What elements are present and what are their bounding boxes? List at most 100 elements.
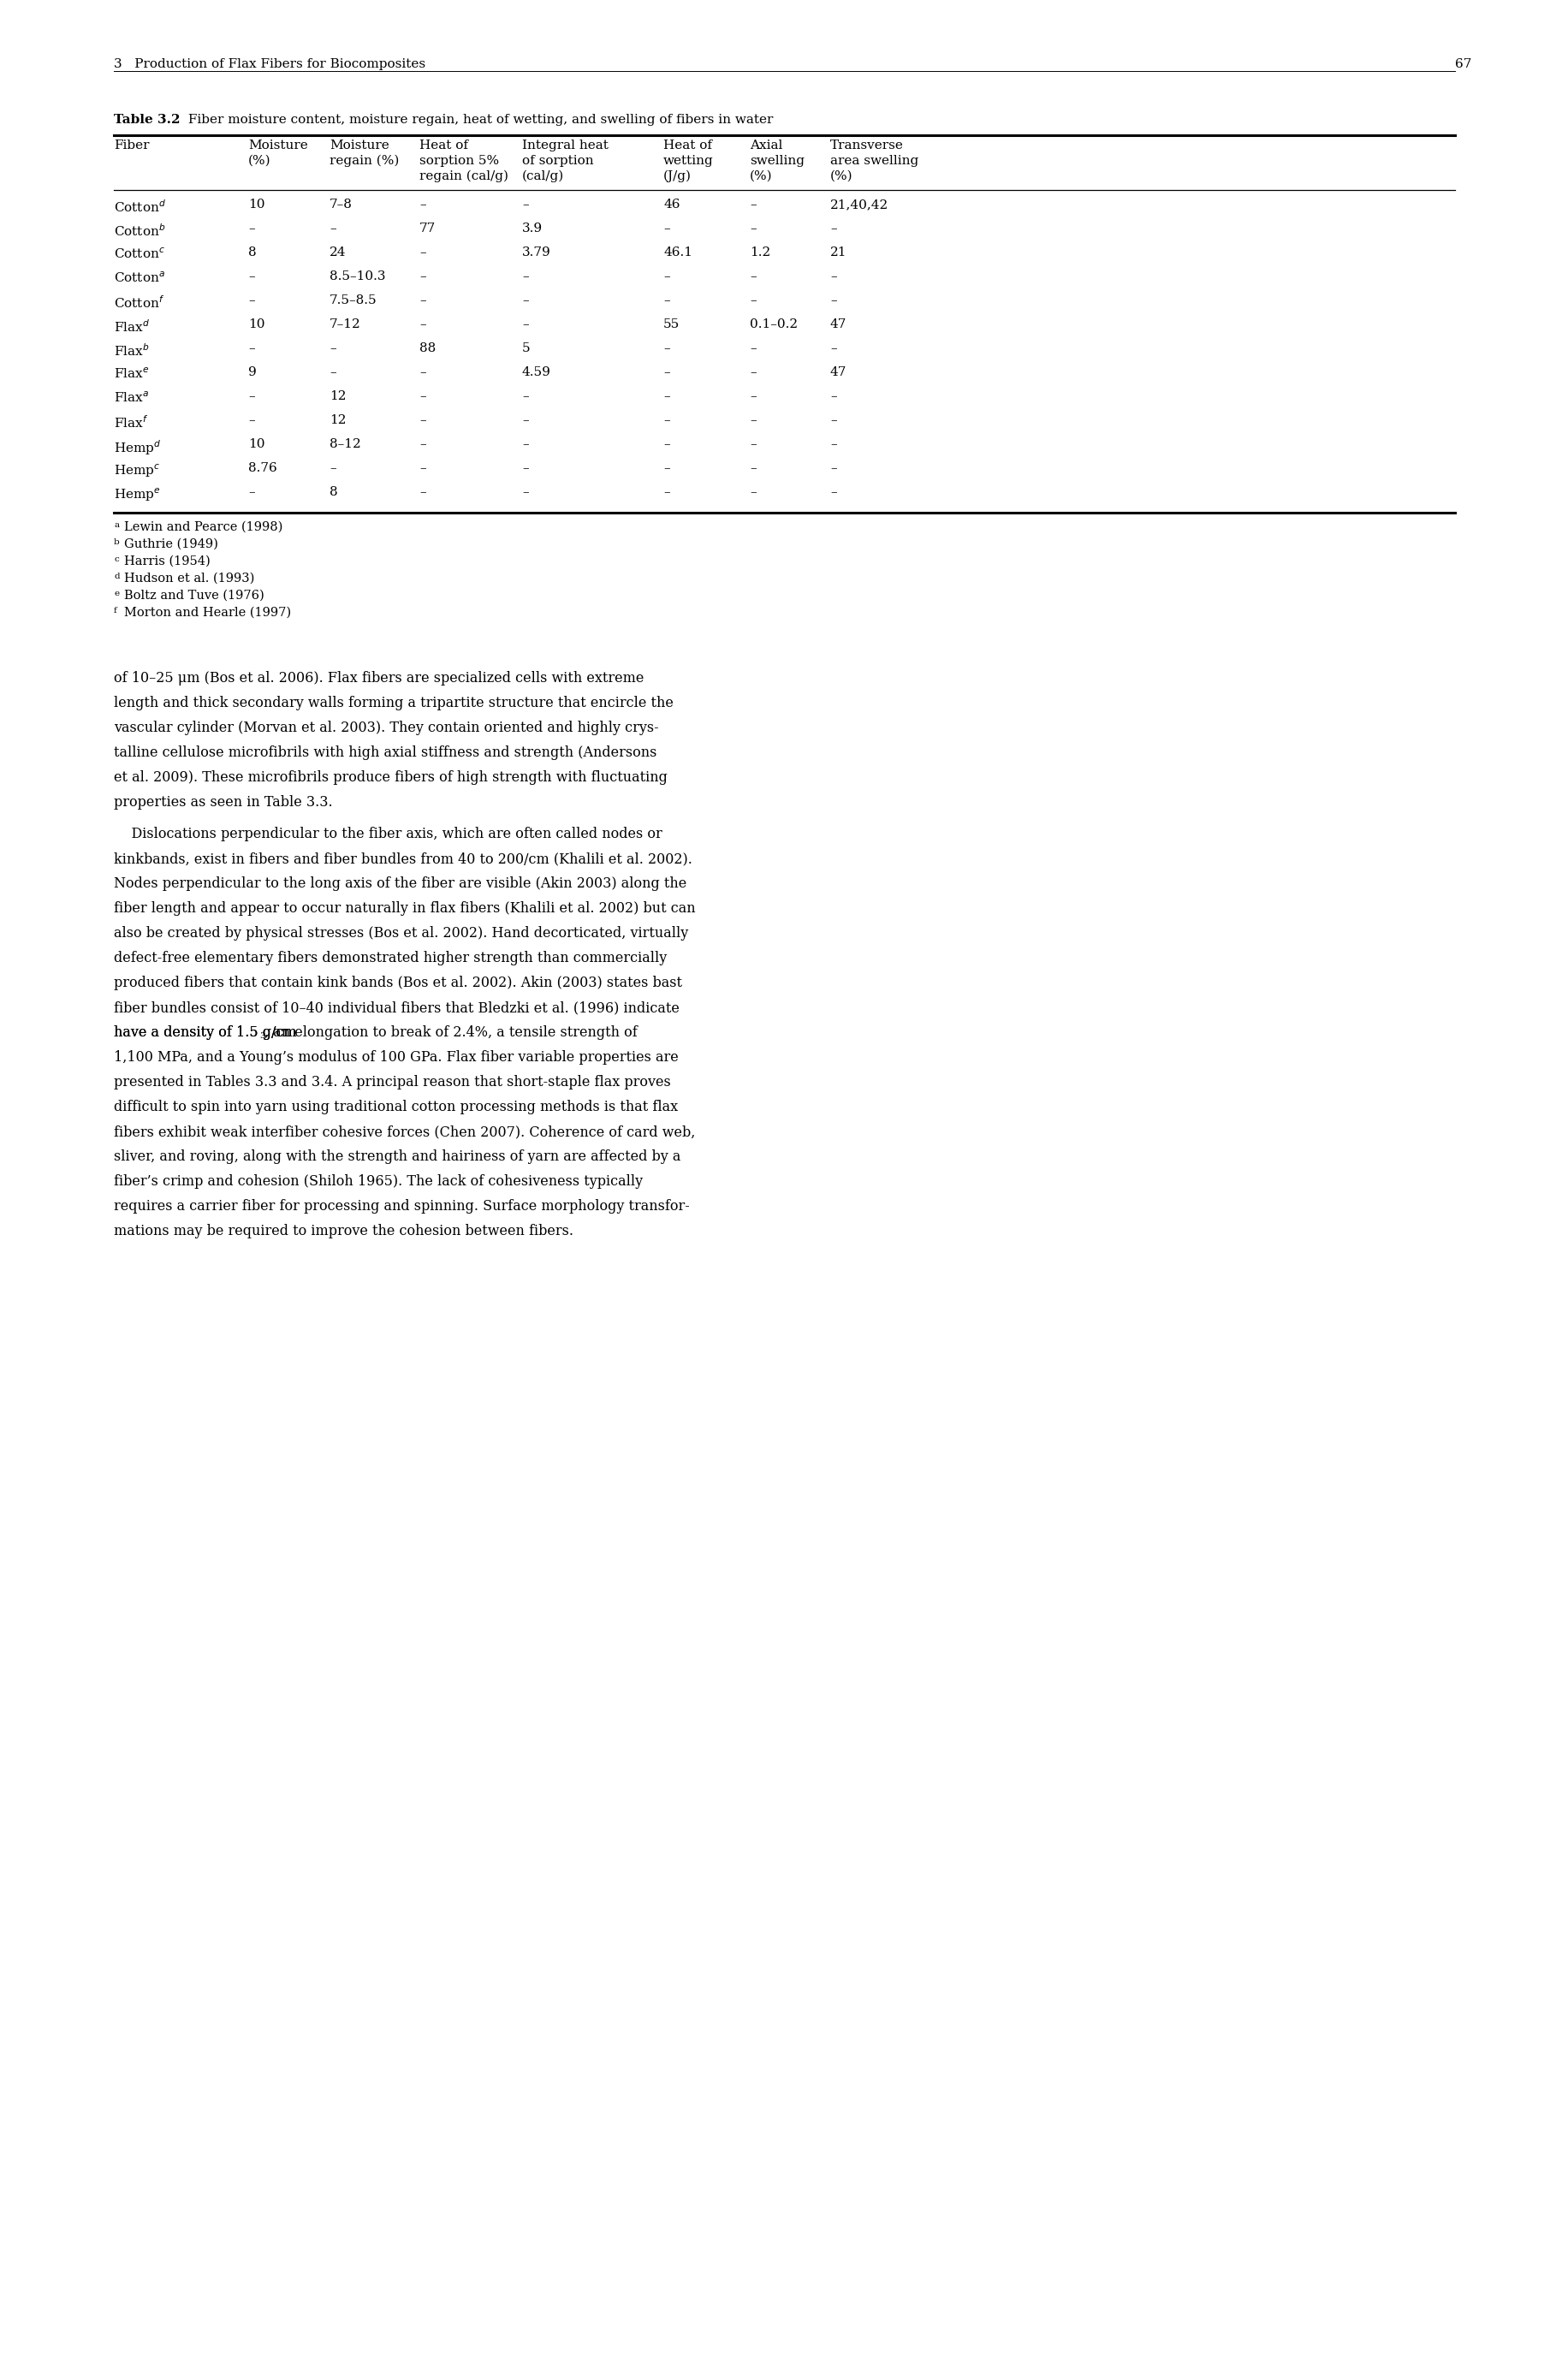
Text: –: –: [522, 271, 528, 283]
Text: –: –: [829, 342, 837, 354]
Text: –: –: [248, 223, 254, 235]
Text: of sorption: of sorption: [522, 154, 594, 166]
Text: 8.5–10.3: 8.5–10.3: [329, 271, 386, 283]
Text: Moisture: Moisture: [248, 140, 307, 152]
Text: , an elongation to break of 2.4%, a tensile strength of: , an elongation to break of 2.4%, a tens…: [265, 1026, 637, 1040]
Text: Lewin and Pearce (1998): Lewin and Pearce (1998): [124, 520, 282, 534]
Text: 3: 3: [260, 1033, 265, 1040]
Text: fibers exhibit weak interfiber cohesive forces (Chen 2007). Coherence of card we: fibers exhibit weak interfiber cohesive …: [114, 1126, 695, 1140]
Text: talline cellulose microfibrils with high axial stiffness and strength (Andersons: talline cellulose microfibrils with high…: [114, 746, 657, 760]
Text: (%): (%): [829, 171, 853, 183]
Text: 5: 5: [522, 342, 530, 354]
Text: Morton and Hearle (1997): Morton and Hearle (1997): [124, 606, 292, 620]
Text: Nodes perpendicular to the long axis of the fiber are visible (Akin 2003) along : Nodes perpendicular to the long axis of …: [114, 876, 687, 891]
Text: –: –: [419, 318, 426, 330]
Text: –: –: [419, 247, 426, 259]
Text: Table 3.2: Table 3.2: [114, 114, 180, 126]
Text: –: –: [419, 487, 426, 499]
Text: a: a: [114, 520, 119, 530]
Text: 12: 12: [329, 413, 347, 425]
Text: –: –: [329, 463, 336, 475]
Text: Axial: Axial: [750, 140, 782, 152]
Text: Transverse: Transverse: [829, 140, 903, 152]
Text: –: –: [663, 271, 670, 283]
Text: Harris (1954): Harris (1954): [124, 556, 210, 568]
Text: –: –: [750, 366, 756, 378]
Text: –: –: [329, 342, 336, 354]
Text: 0.1–0.2: 0.1–0.2: [750, 318, 798, 330]
Text: mations may be required to improve the cohesion between fibers.: mations may be required to improve the c…: [114, 1223, 574, 1237]
Text: Moisture: Moisture: [329, 140, 389, 152]
Text: –: –: [522, 439, 528, 451]
Text: –: –: [663, 390, 670, 401]
Text: 1,100 MPa, and a Young’s modulus of 100 GPa. Flax fiber variable properties are: 1,100 MPa, and a Young’s modulus of 100 …: [114, 1050, 679, 1064]
Text: length and thick secondary walls forming a tripartite structure that encircle th: length and thick secondary walls forming…: [114, 696, 674, 710]
Text: –: –: [522, 318, 528, 330]
Text: Flax$^f$: Flax$^f$: [114, 413, 149, 430]
Text: vascular cylinder (Morvan et al. 2003). They contain oriented and highly crys-: vascular cylinder (Morvan et al. 2003). …: [114, 720, 659, 736]
Text: have a density of 1.5 g/cm: have a density of 1.5 g/cm: [114, 1026, 296, 1040]
Text: –: –: [419, 463, 426, 475]
Text: 55: 55: [663, 318, 681, 330]
Text: (cal/g): (cal/g): [522, 171, 564, 183]
Text: also be created by physical stresses (Bos et al. 2002). Hand decorticated, virtu: also be created by physical stresses (Bo…: [114, 926, 688, 941]
Text: –: –: [829, 390, 837, 401]
Text: –: –: [248, 271, 254, 283]
Text: –: –: [663, 295, 670, 306]
Text: –: –: [829, 413, 837, 425]
Text: Cotton$^c$: Cotton$^c$: [114, 247, 165, 261]
Text: –: –: [248, 342, 254, 354]
Text: –: –: [419, 271, 426, 283]
Text: –: –: [750, 487, 756, 499]
Text: 46.1: 46.1: [663, 247, 693, 259]
Text: Hemp$^c$: Hemp$^c$: [114, 463, 160, 480]
Text: 47: 47: [829, 366, 847, 378]
Text: 67: 67: [1455, 59, 1472, 71]
Text: fiber’s crimp and cohesion (Shiloh 1965). The lack of cohesiveness typically: fiber’s crimp and cohesion (Shiloh 1965)…: [114, 1173, 643, 1190]
Text: –: –: [329, 366, 336, 378]
Text: 21,40,42: 21,40,42: [829, 200, 889, 211]
Text: 3.9: 3.9: [522, 223, 543, 235]
Text: 7.5–8.5: 7.5–8.5: [329, 295, 378, 306]
Text: 88: 88: [419, 342, 436, 354]
Text: Cotton$^b$: Cotton$^b$: [114, 223, 166, 238]
Text: 10: 10: [248, 200, 265, 211]
Text: –: –: [663, 439, 670, 451]
Text: c: c: [114, 556, 119, 563]
Text: Heat of: Heat of: [419, 140, 469, 152]
Text: sliver, and roving, along with the strength and hairiness of yarn are affected b: sliver, and roving, along with the stren…: [114, 1150, 681, 1164]
Text: 12: 12: [329, 390, 347, 401]
Text: –: –: [750, 200, 756, 211]
Text: wetting: wetting: [663, 154, 713, 166]
Text: 8: 8: [329, 487, 337, 499]
Text: –: –: [663, 463, 670, 475]
Text: 7–12: 7–12: [329, 318, 361, 330]
Text: –: –: [750, 271, 756, 283]
Text: 3   Production of Flax Fibers for Biocomposites: 3 Production of Flax Fibers for Biocompo…: [114, 59, 425, 71]
Text: requires a carrier fiber for processing and spinning. Surface morphology transfo: requires a carrier fiber for processing …: [114, 1199, 690, 1214]
Text: Hemp$^d$: Hemp$^d$: [114, 439, 162, 456]
Text: Cotton$^a$: Cotton$^a$: [114, 271, 165, 285]
Text: Flax$^a$: Flax$^a$: [114, 390, 149, 404]
Text: 4.59: 4.59: [522, 366, 550, 378]
Text: Heat of: Heat of: [663, 140, 712, 152]
Text: –: –: [522, 200, 528, 211]
Text: Boltz and Tuve (1976): Boltz and Tuve (1976): [124, 589, 265, 601]
Text: Integral heat: Integral heat: [522, 140, 608, 152]
Text: –: –: [750, 342, 756, 354]
Text: produced fibers that contain kink bands (Bos et al. 2002). Akin (2003) states ba: produced fibers that contain kink bands …: [114, 976, 682, 990]
Text: 9: 9: [248, 366, 257, 378]
Text: –: –: [248, 295, 254, 306]
Text: –: –: [829, 487, 837, 499]
Text: 21: 21: [829, 247, 847, 259]
Text: 8: 8: [248, 247, 257, 259]
Text: –: –: [829, 271, 837, 283]
Text: defect-free elementary fibers demonstrated higher strength than commercially: defect-free elementary fibers demonstrat…: [114, 950, 666, 964]
Text: presented in Tables 3.3 and 3.4. A principal reason that short-staple flax prove: presented in Tables 3.3 and 3.4. A princ…: [114, 1076, 671, 1090]
Text: –: –: [663, 366, 670, 378]
Text: –: –: [419, 413, 426, 425]
Text: –: –: [329, 223, 336, 235]
Text: Fiber: Fiber: [114, 140, 149, 152]
Text: kinkbands, exist in fibers and fiber bundles from 40 to 200/cm (Khalili et al. 2: kinkbands, exist in fibers and fiber bun…: [114, 853, 693, 867]
Text: 8.76: 8.76: [248, 463, 278, 475]
